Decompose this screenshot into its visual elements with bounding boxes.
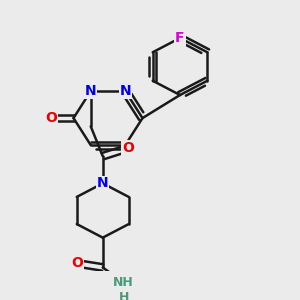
Text: N: N — [119, 84, 131, 98]
Text: NH: NH — [113, 276, 134, 289]
Text: N: N — [97, 176, 109, 190]
Text: H: H — [118, 291, 129, 300]
Text: O: O — [45, 111, 57, 125]
Text: F: F — [175, 31, 185, 45]
Text: O: O — [71, 256, 83, 270]
Text: N: N — [85, 84, 97, 98]
Text: O: O — [122, 141, 134, 155]
